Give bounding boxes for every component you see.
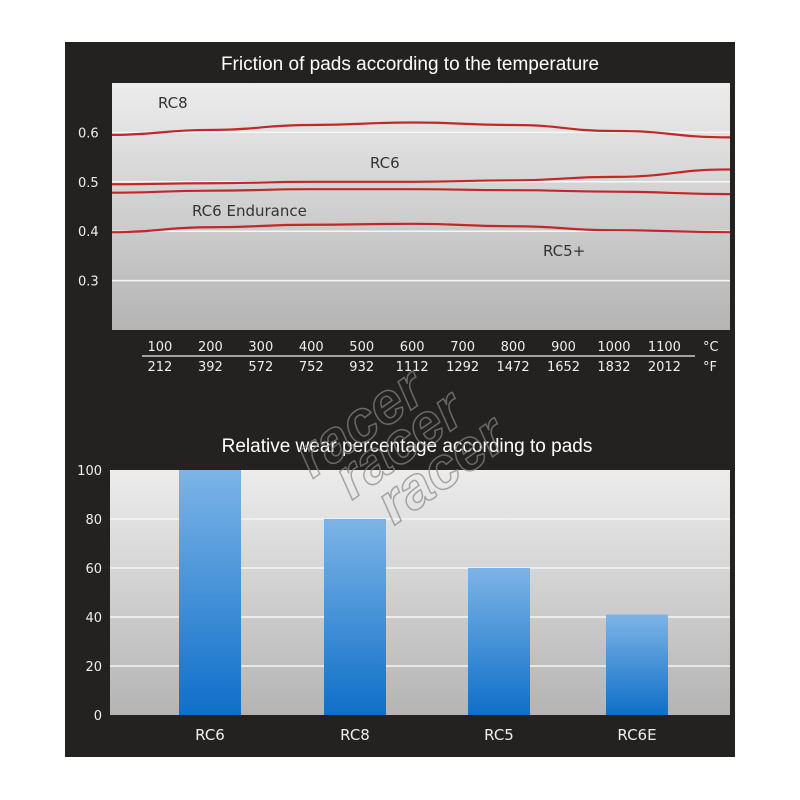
x-tick-label-fahrenheit: 1472 [497,360,530,375]
series-line-rc6 [111,168,731,186]
x-tick-label-fahrenheit: 752 [299,360,324,375]
series-line-rc6-endurance [111,188,731,196]
x-tick-label-fahrenheit: 932 [349,360,374,375]
y-tick-label: 100 [77,464,102,479]
y-tick-label: 0.3 [78,275,99,290]
y-tick-label: 60 [85,562,102,577]
series-line-rc8 [111,121,731,139]
x-tick-label-celsius: 100 [148,340,173,355]
bar-rc5 [468,568,530,715]
y-tick-label: 0.6 [78,126,99,141]
category-label: RC8 [340,726,370,744]
y-tick-label: 0.4 [78,225,99,240]
x-tick-label-fahrenheit: 212 [148,360,173,375]
series-label: RC6 Endurance [192,202,307,220]
x-tick-label-celsius: 500 [349,340,374,355]
y-tick-label: 40 [85,611,102,626]
x-tick-label-fahrenheit: 2012 [648,360,681,375]
x-tick-label-fahrenheit: 1112 [396,360,429,375]
x-tick-label-celsius: 300 [248,340,273,355]
x-tick-label-celsius: 900 [551,340,576,355]
y-tick-label: 20 [85,660,102,675]
bar-rc6 [179,470,241,715]
x-tick-label-fahrenheit: 1832 [597,360,630,375]
series-label: RC8 [158,94,188,112]
bar-rc6e [606,614,668,715]
chart1-title: Friction of pads according to the temper… [221,54,599,75]
x-tick-label-celsius: 400 [299,340,324,355]
category-label: RC6E [617,726,656,744]
bar-rc8 [324,519,386,715]
series-line-rc5- [111,222,731,234]
x-tick-label-fahrenheit: 1292 [446,360,479,375]
y-tick-label: 80 [85,513,102,528]
x-tick-label-celsius: 200 [198,340,223,355]
x-tick-label-celsius: 1000 [597,340,630,355]
category-label: RC5 [484,726,514,744]
unit-fahrenheit: °F [703,360,717,375]
x-tick-label-fahrenheit: 392 [198,360,223,375]
x-tick-label-celsius: 600 [400,340,425,355]
x-tick-label-fahrenheit: 572 [248,360,273,375]
y-tick-label: 0 [94,709,102,724]
chart2-title: Relative wear percentage according to pa… [222,436,593,457]
x-tick-label-celsius: 700 [450,340,475,355]
x-tick-label-fahrenheit: 1652 [547,360,580,375]
series-label: RC6 [370,154,400,172]
x-tick-label-celsius: 1100 [648,340,681,355]
y-tick-label: 0.5 [78,176,99,191]
x-tick-label-celsius: 800 [501,340,526,355]
chart1-plot-area [112,83,730,330]
category-label: RC6 [195,726,225,744]
series-label: RC5+ [543,242,585,260]
unit-celsius: °C [703,340,719,355]
